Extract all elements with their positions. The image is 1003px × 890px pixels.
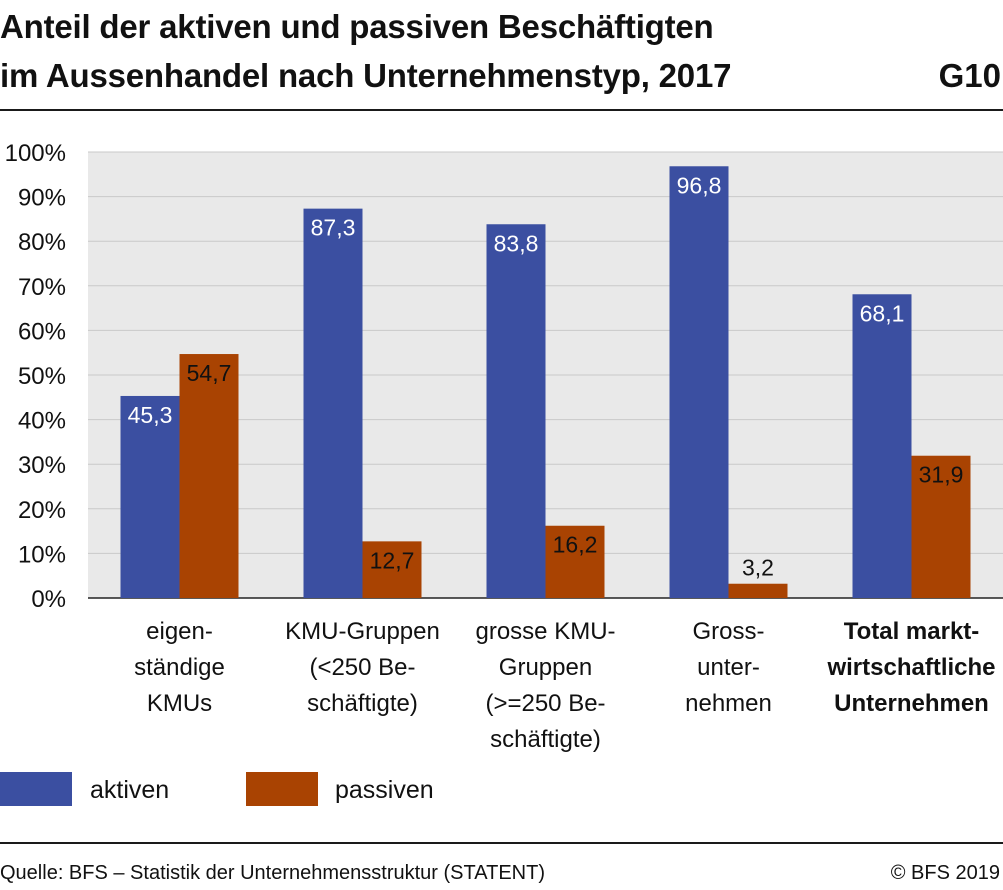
legend-label-passiven: passiven (335, 776, 434, 804)
x-category-label-line: KMU-Gruppen (285, 618, 440, 645)
bar-passiven (545, 525, 605, 598)
data-label-passiven: 16,2 (553, 532, 598, 558)
bar-passiven (179, 354, 239, 598)
bar-aktiven (852, 294, 912, 598)
bar-passiven (728, 583, 788, 598)
chart-title-line2: im Aussenhandel nach Unternehmenstyp, 20… (0, 57, 732, 94)
y-tick-label: 50% (18, 363, 66, 390)
x-category-label: KMU-Gruppen (<250 Be-schäftigte) (273, 614, 453, 722)
footer-rule (0, 842, 1003, 844)
data-label-aktiven: 87,3 (311, 215, 356, 241)
y-tick-label: 20% (18, 497, 66, 524)
legend-swatch-aktiven (0, 772, 72, 806)
x-category-label-line: nehmen (685, 690, 772, 717)
data-label-aktiven: 83,8 (494, 230, 539, 256)
y-tick-label: 30% (18, 452, 66, 479)
x-category-label-line: wirtschaftliche (827, 654, 996, 681)
copyright: © BFS 2019 (890, 862, 1000, 884)
bar-aktiven (486, 224, 546, 598)
legend-label-aktiven: aktiven (90, 776, 170, 804)
x-category-label-line: Total markt- (843, 618, 980, 645)
data-label-passiven: 31,9 (919, 462, 964, 488)
bar-passiven (911, 455, 971, 598)
y-tick-label: 0% (31, 586, 66, 613)
data-label-aktiven: 68,1 (860, 300, 905, 326)
y-tick-label: 100% (5, 140, 66, 167)
x-category-label-line: schäftigte) (490, 726, 601, 753)
legend-swatch-passiven (246, 772, 318, 806)
bar-passiven (362, 541, 422, 598)
x-category-label-line: (>=250 Be- (485, 690, 606, 717)
bar-aktiven (303, 208, 363, 598)
x-category-label-line: KMUs (146, 690, 213, 717)
x-category-label-line: schäftigte) (307, 690, 418, 717)
x-category-label-line: grosse KMU- (475, 618, 616, 645)
x-category-label: Gross-unter-nehmen (639, 614, 819, 722)
chart-title: Anteil der aktiven und passiven Beschäft… (0, 2, 1003, 100)
y-tick-label: 90% (18, 185, 66, 212)
x-category-label-line: ständige (134, 654, 225, 681)
y-tick-label: 60% (18, 318, 66, 345)
data-label-aktiven: 45,3 (128, 402, 173, 428)
bar-aktiven (120, 395, 180, 598)
bar-chart: 0% 10% 20% 30% 40% 50% 60% 70% 80% 90% 100% 45,3 87,… (5, 140, 1003, 613)
source-note: Quelle: BFS – Statistik der Unternehmens… (0, 862, 545, 884)
data-label-aktiven: 96,8 (677, 172, 722, 198)
x-category-label-line: unter- (697, 654, 760, 681)
legend-item-aktiven: aktiven (0, 772, 200, 808)
x-category-label-line: (<250 Be- (309, 654, 416, 681)
data-label-passiven: 54,7 (187, 360, 232, 386)
x-category-label-line: Gross- (692, 618, 765, 645)
x-category-label-line: Unternehmen (834, 690, 989, 717)
x-category-label: Total markt-wirtschaftliche Unternehmen (822, 614, 1002, 722)
x-category-label-line: eigen- (146, 618, 213, 645)
y-tick-label: 40% (18, 408, 66, 435)
chart-title-line1: Anteil der aktiven und passiven Beschäft… (0, 8, 714, 45)
y-tick-label: 80% (18, 229, 66, 256)
x-category-label-line: Gruppen (498, 654, 593, 681)
legend-item-passiven: passiven (246, 772, 466, 808)
data-label-passiven: 12,7 (370, 547, 415, 573)
chart-id: G10 (938, 57, 1001, 94)
title-rule (0, 109, 1003, 111)
data-label-passiven: 3,2 (742, 555, 774, 581)
x-category-label: grosse KMU- Gruppen (>=250 Be-schäftigte) (456, 614, 636, 758)
y-tick-label: 10% (18, 541, 66, 568)
x-category-label: eigen-ständige KMUs (90, 614, 270, 722)
y-tick-label: 70% (18, 274, 66, 301)
bar-aktiven (669, 166, 729, 598)
